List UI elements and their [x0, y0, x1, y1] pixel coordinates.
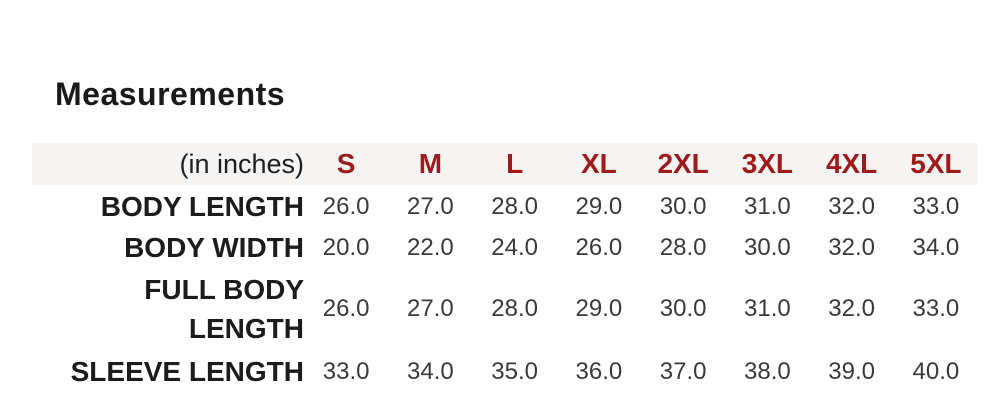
table-row: FULL BODY LENGTH 26.0 27.0 28.0 29.0 30.0 31.0… [32, 268, 978, 350]
measurement-value: 34.0 [912, 234, 960, 261]
measurement-value: 36.0 [575, 358, 623, 385]
measurement-value: 28.0 [659, 234, 707, 261]
measurement-value: 27.0 [407, 192, 454, 220]
measurement-value: 34.0 [407, 358, 454, 385]
row-label: BODY LENGTH [100, 190, 304, 222]
measurement-value: 29.0 [575, 295, 623, 322]
measurement-value: 20.0 [322, 234, 370, 261]
size-header-2xl: 2XL [657, 148, 709, 179]
measurement-value: 29.0 [575, 192, 623, 220]
measurement-value: 32.0 [828, 295, 875, 322]
unit-label: (in inches) [179, 148, 304, 179]
size-header-3xl: 3XL [741, 148, 794, 179]
measurement-value: 32.0 [828, 192, 875, 220]
size-header-s: S [336, 148, 356, 179]
table-header-row: (in inches) S M L XL 2XL 3XL 4XL 5XL [32, 143, 978, 185]
measurement-value: 31.0 [744, 192, 791, 220]
measurement-value: 26.0 [322, 192, 370, 220]
measurement-value: 35.0 [491, 358, 538, 385]
measurement-value: 33.0 [912, 295, 960, 322]
measurement-value: 22.0 [407, 234, 454, 261]
size-header-4xl: 4XL [825, 148, 878, 179]
measurement-value: 24.0 [491, 234, 538, 261]
row-label: FULL BODY LENGTH [144, 273, 304, 344]
row-label: BODY WIDTH [124, 232, 304, 264]
measurement-value: 28.0 [491, 192, 538, 220]
size-header-m: M [418, 148, 443, 179]
table-row: SLEEVE LENGTH 33.0 34.0 35.0 36.0 37.0 38.0 39.… [32, 350, 978, 394]
size-header-l: L [506, 148, 524, 179]
size-header-xl: XL [580, 148, 617, 179]
measurement-value: 30.0 [744, 234, 791, 261]
measurement-value: 26.0 [322, 295, 370, 322]
measurements-table: (in inches) S M L XL 2XL 3XL 4XL 5XL BODY LENGT… [32, 143, 978, 394]
table-row: BODY WIDTH 20.0 22.0 24.0 26.0 28.0 30.0 32.0 34… [32, 228, 978, 268]
measurement-value: 33.0 [912, 192, 960, 220]
section-title: Measurements [55, 76, 286, 112]
measurement-value: 31.0 [744, 295, 791, 322]
measurement-value: 40.0 [912, 358, 960, 385]
measurement-value: 28.0 [491, 295, 538, 322]
measurement-value: 27.0 [407, 295, 454, 322]
table-row: BODY LENGTH 26.0 27.0 28.0 29.0 30.0 31.0 32.0 3… [32, 185, 978, 228]
measurement-value: 38.0 [744, 358, 791, 385]
measurement-value: 30.0 [659, 295, 707, 322]
measurement-value: 37.0 [659, 358, 707, 385]
measurement-value: 39.0 [828, 358, 875, 385]
measurement-value: 30.0 [659, 192, 707, 220]
size-header-5xl: 5XL [910, 148, 962, 179]
measurement-value: 26.0 [575, 234, 623, 261]
measurement-value: 33.0 [322, 358, 370, 385]
measurement-value: 32.0 [828, 234, 875, 261]
row-label: SLEEVE LENGTH [70, 356, 304, 388]
